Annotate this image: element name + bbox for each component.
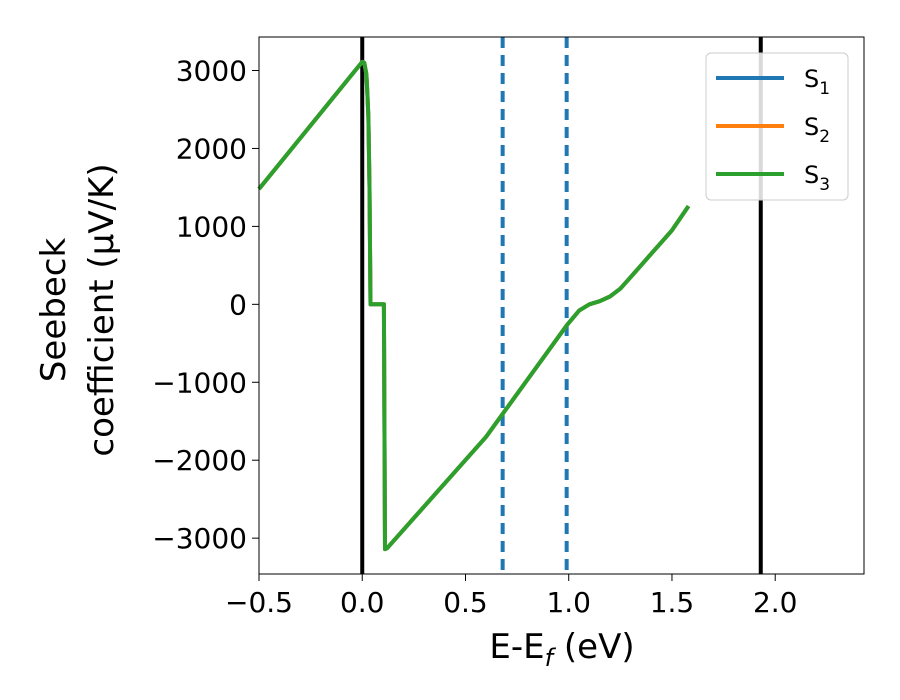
legend-label-3: S3 [804, 161, 830, 195]
series-line-1 [257, 59, 691, 552]
y-tick-label: 1000 [176, 210, 247, 243]
x-tick-label: −0.5 [225, 586, 293, 619]
legend: S1 S2 S3 [705, 52, 849, 201]
x-axis-label: E-Ef (eV) [489, 627, 634, 672]
x-tick-label: 2.0 [753, 586, 798, 619]
y-ticks-group: 3000 2000 1000 0 −1000 −2000 −3000 [152, 55, 259, 555]
x-tick-label: 1.5 [650, 586, 695, 619]
series-line-3 [257, 59, 691, 552]
x-tick-label: 0.0 [340, 586, 385, 619]
y-tick-label: 3000 [176, 55, 247, 88]
legend-label-1: S1 [804, 65, 830, 99]
vertical-lines-group [360, 37, 763, 574]
y-axis-label-line2: coefficient (μV/K) [82, 163, 122, 456]
y-tick-label: −3000 [152, 522, 247, 555]
y-tick-label: 0 [229, 288, 247, 321]
series-group [257, 59, 691, 552]
plot-frame [258, 36, 865, 575]
y-tick-label: 2000 [176, 132, 247, 165]
y-tick-label: −2000 [152, 444, 247, 477]
x-tick-label: 0.5 [443, 586, 488, 619]
legend-label-2: S2 [804, 113, 830, 147]
y-axis-label-line1: Seebeck [34, 238, 74, 383]
series-line-2 [257, 59, 691, 552]
y-tick-label: −1000 [152, 366, 247, 399]
x-tick-label: 1.0 [546, 586, 591, 619]
x-ticks-group: −0.5 0.0 0.5 1.0 1.5 2.0 [225, 574, 797, 619]
y-axis-label-group: Seebeck coefficient (μV/K) [34, 163, 122, 456]
